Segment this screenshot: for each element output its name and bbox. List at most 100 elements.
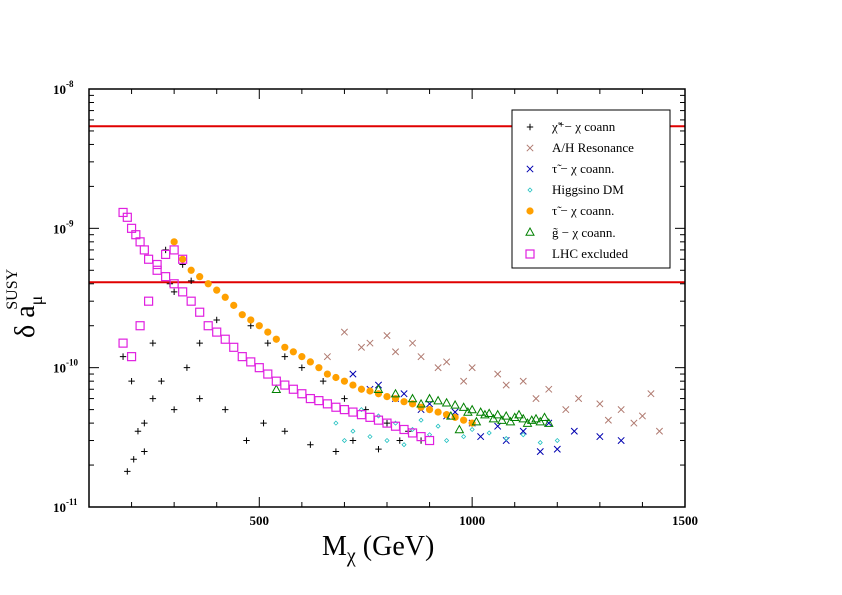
data-point <box>196 273 204 281</box>
data-point <box>383 332 391 340</box>
data-point <box>323 370 331 378</box>
data-point <box>314 396 324 406</box>
data-point <box>374 390 383 398</box>
data-point <box>375 445 382 453</box>
data-point <box>195 307 205 317</box>
legend-marker <box>527 187 533 193</box>
data-point <box>375 413 382 419</box>
data-point <box>229 342 239 352</box>
data-point <box>480 409 490 419</box>
data-point <box>450 399 460 409</box>
data-point <box>365 412 375 422</box>
data-point <box>454 424 465 434</box>
data-point <box>178 287 188 297</box>
legend-label: τ̃ − χ coann. <box>552 203 614 218</box>
data-point <box>254 363 264 373</box>
data-point <box>281 427 289 435</box>
data-point <box>383 419 391 427</box>
data-point <box>281 343 289 351</box>
data-point <box>315 364 323 372</box>
data-point <box>486 430 492 436</box>
data-point <box>212 327 222 337</box>
data-point <box>170 238 178 246</box>
data-point <box>141 448 148 455</box>
data-point <box>509 412 520 422</box>
data-point <box>407 428 418 438</box>
legend-marker <box>526 165 534 173</box>
data-point <box>477 433 485 441</box>
data-point <box>144 296 154 306</box>
data-point <box>391 394 400 403</box>
data-point <box>203 321 213 331</box>
data-point <box>522 418 533 427</box>
data-point <box>373 415 384 425</box>
data-point <box>221 293 229 301</box>
data-point <box>319 377 327 385</box>
data-point <box>247 316 255 324</box>
data-point <box>531 413 541 423</box>
data-point <box>349 381 357 389</box>
legend-label: A/H Resonance <box>552 140 634 155</box>
data-point <box>391 348 400 356</box>
data-point <box>545 385 553 393</box>
data-point <box>246 357 256 367</box>
data-point <box>340 377 349 385</box>
data-point <box>237 352 247 362</box>
legend-label: χ̃⁺− χ coann <box>551 119 616 134</box>
data-point <box>535 416 546 426</box>
data-point <box>497 415 507 424</box>
data-point <box>505 416 516 426</box>
data-point <box>575 395 583 403</box>
data-point <box>494 422 502 430</box>
data-point <box>519 427 527 435</box>
data-point <box>366 339 374 347</box>
data-point <box>141 419 148 427</box>
y-axis-title: δ aμSUSY <box>4 268 46 338</box>
data-point <box>553 445 561 453</box>
data-point <box>460 416 468 424</box>
data-point <box>435 423 441 429</box>
data-point <box>488 413 499 423</box>
data-point <box>562 406 570 414</box>
data-point <box>186 296 196 306</box>
data-point <box>434 408 442 416</box>
data-point <box>122 212 132 222</box>
data-point <box>298 353 306 361</box>
data-point <box>135 321 145 331</box>
data-point <box>322 399 332 409</box>
data-point <box>264 328 272 336</box>
data-point <box>399 424 409 435</box>
data-point <box>238 311 246 319</box>
data-point <box>434 364 442 372</box>
x-tick-label: 500 <box>250 513 270 528</box>
x-tick-label: 1000 <box>459 513 485 528</box>
data-point <box>367 434 373 440</box>
data-point <box>366 387 374 395</box>
data-point <box>139 245 149 255</box>
data-point <box>630 419 638 427</box>
data-point <box>502 381 510 389</box>
legend-marker <box>526 144 534 152</box>
data-point <box>520 432 526 438</box>
legend-box <box>511 109 671 269</box>
data-point <box>492 409 503 419</box>
legend-label: LHC excluded <box>552 246 629 261</box>
data-point <box>213 316 220 324</box>
data-point <box>187 277 195 285</box>
data-point <box>222 406 229 413</box>
data-point <box>332 373 340 382</box>
x-axis-title: Mχ (GeV) <box>322 531 434 567</box>
data-point <box>124 468 131 475</box>
x-axis-ticks: 500 1000 1500 <box>131 89 698 528</box>
data-point <box>384 437 390 444</box>
data-point <box>467 404 477 414</box>
data-point <box>348 407 358 417</box>
data-points <box>118 207 664 475</box>
data-point <box>433 395 443 405</box>
data-point <box>390 388 401 398</box>
data-point <box>424 393 435 403</box>
data-point <box>418 417 424 423</box>
data-point <box>463 407 473 416</box>
legend-marker <box>525 249 535 259</box>
data-point <box>358 407 365 413</box>
